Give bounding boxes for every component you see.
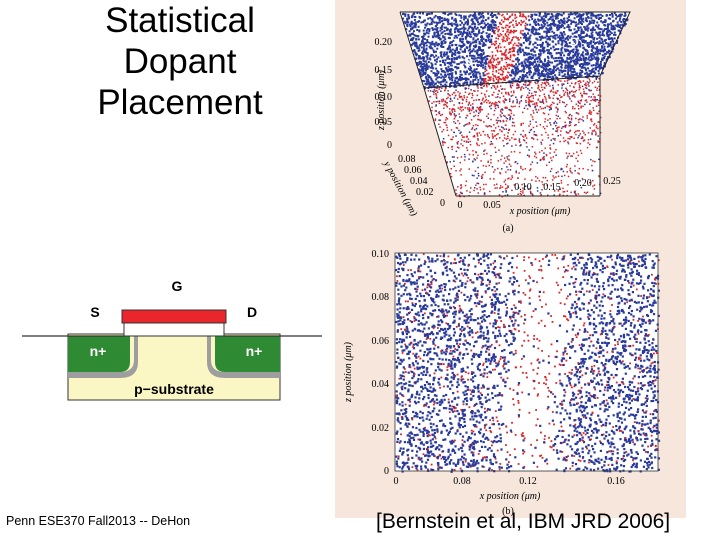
title-line: Placement (97, 83, 263, 122)
y-tick: 0.02 (416, 187, 434, 198)
gate-oxide (123, 322, 225, 337)
x-tick: 0 (458, 200, 463, 211)
right-nplus-well (215, 336, 280, 372)
drain-region-label: D (570, 35, 579, 49)
drain-label: D (247, 304, 257, 320)
gate-label: G (172, 278, 183, 294)
box-front-face (424, 76, 600, 196)
x-tick: 0.16 (607, 476, 625, 487)
z-tick: 0.20 (375, 37, 393, 48)
substrate-label: p−substrate (134, 381, 214, 397)
x-axis-label-b: x position (μm) (479, 491, 541, 502)
z-tick: 0.08 (372, 292, 390, 303)
z-tick: 0.05 (375, 117, 393, 128)
left-nplus-well (68, 336, 130, 372)
figure-a: S D 0.20 0.15 0.10 0.05 0 z position (μm… (375, 11, 631, 234)
z-tick: 0.02 (372, 423, 390, 434)
cross-section-frame (394, 252, 659, 472)
x-ticks: 0 0.05 0.10 0.15 0.20 0.25 (458, 176, 621, 211)
z-tick: 0 (387, 140, 392, 151)
mosfet-diagram: G S D n+ n+ p−substrate (22, 278, 322, 401)
gate-electrode (121, 309, 227, 324)
y-tick: 0.06 (404, 165, 422, 176)
x-tick: 0.10 (514, 182, 532, 193)
z-tick: 0 (384, 466, 389, 477)
left-well-label: n+ (90, 343, 107, 359)
x-axis-label: x position (μm) (509, 206, 571, 217)
figure-b-caption: (b) (502, 506, 514, 517)
z-tick: 0.04 (372, 379, 390, 390)
box-edge (423, 87, 457, 197)
z-tick: 0.10 (375, 92, 393, 103)
x-tick: 0.20 (574, 178, 592, 189)
z-tick: 0.10 (372, 249, 390, 260)
y-tick: 0.04 (410, 176, 428, 187)
citation: [Bernstein et al, IBM JRD 2006] (376, 510, 671, 533)
x-tick: 0.12 (519, 476, 537, 487)
x-tick: 0.08 (453, 476, 471, 487)
z-ticks: 0.20 0.15 0.10 0.05 0 (375, 37, 393, 151)
x-tick: 0.05 (483, 200, 501, 211)
right-oxide-edge (207, 336, 280, 378)
z-tick: 0.15 (375, 65, 393, 76)
figure-b: 0.10 0.08 0.06 0.04 0.02 0 z position (μ… (343, 249, 661, 517)
title-line: Dopant (123, 42, 237, 81)
dopant-scatter-2d (395, 253, 661, 473)
z-tick: 0.06 (372, 336, 390, 347)
figure-a-caption: (a) (502, 223, 513, 234)
right-well-label: n+ (246, 343, 263, 359)
x-tick: 0 (394, 476, 399, 487)
y-ticks: 0.08 0.06 0.04 0.02 0 (398, 154, 445, 209)
footer-course-label: Penn ESE370 Fall2013 -- DeHon (6, 514, 191, 528)
z-axis-label: z position (μm) (376, 69, 387, 131)
slide-title: Statistical Dopant Placement (60, 0, 300, 123)
source-label: S (90, 304, 99, 320)
y-tick: 0.08 (398, 154, 416, 165)
x-tick: 0.15 (543, 182, 561, 193)
source-region-label: S (464, 55, 472, 69)
title-line: Statistical (105, 1, 255, 40)
z-ticks-b: 0.10 0.08 0.06 0.04 0.02 0 (372, 249, 390, 477)
y-tick: 0 (440, 198, 445, 209)
left-oxide-edge (68, 336, 138, 378)
x-tick: 0.25 (603, 176, 621, 187)
x-ticks-b: 0 0.08 0.12 0.16 (394, 476, 625, 487)
z-axis-label-b: z position (μm) (343, 341, 354, 403)
dopant-scatter-3d (402, 12, 629, 198)
cross-section-area (395, 253, 658, 471)
